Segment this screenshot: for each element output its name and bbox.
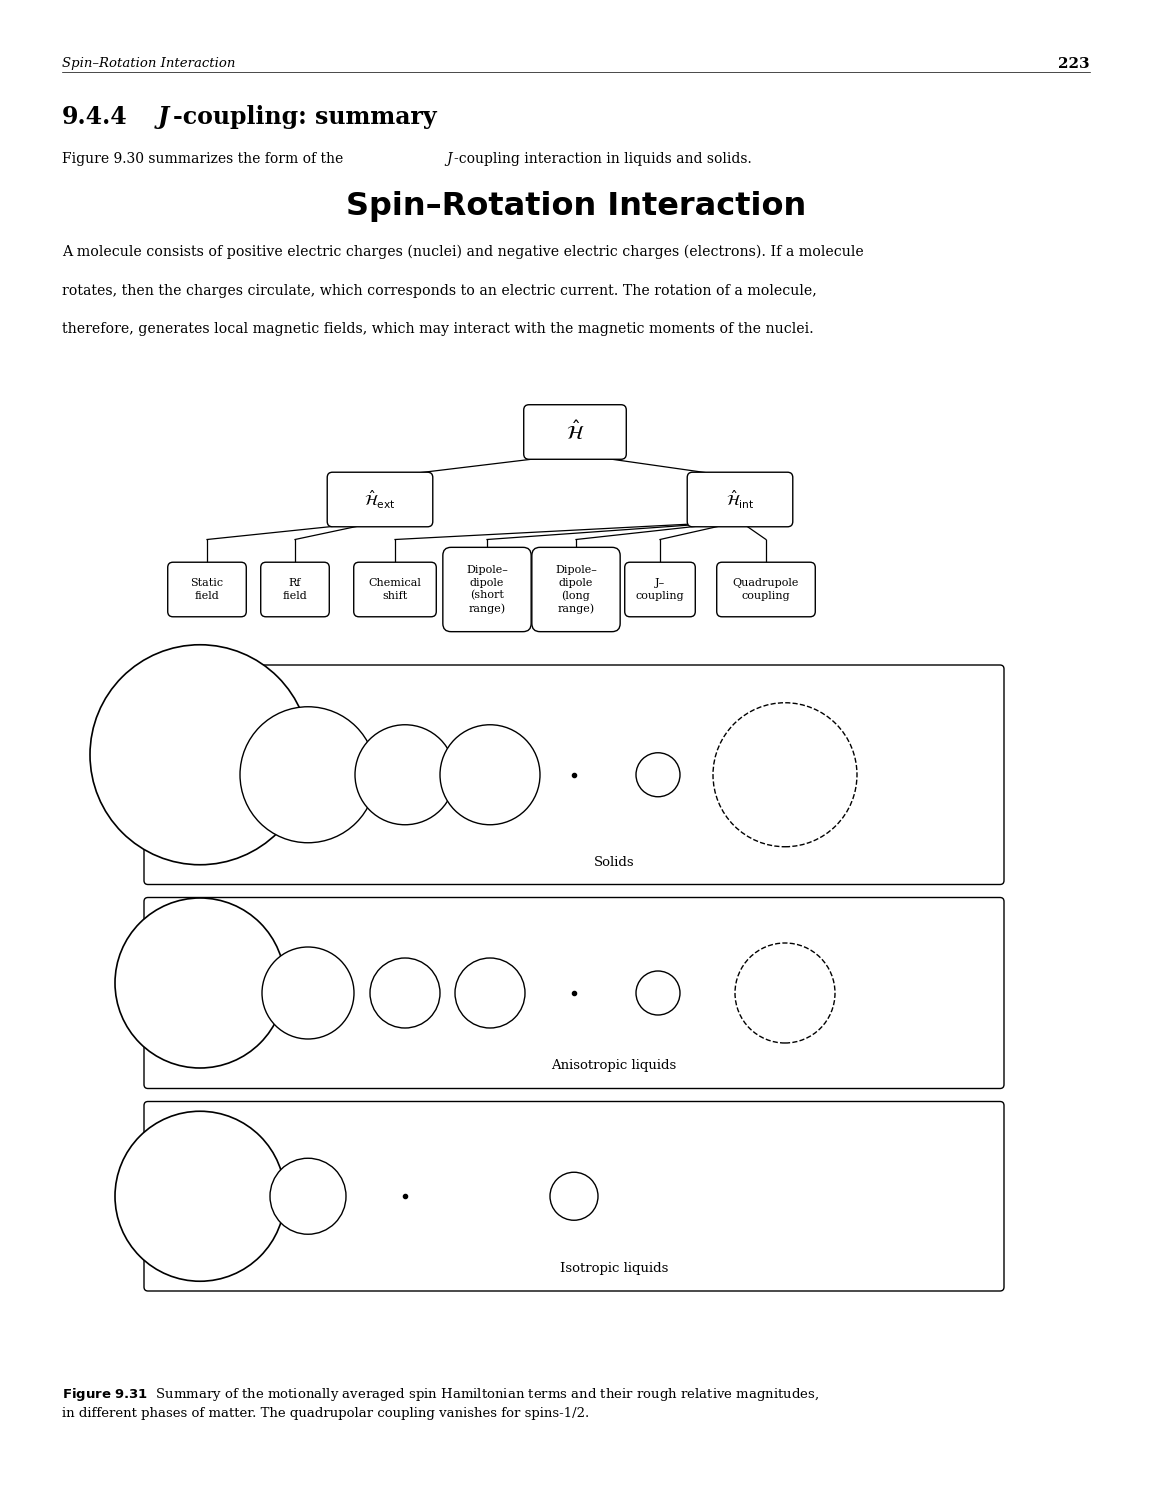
Ellipse shape	[713, 702, 857, 846]
FancyBboxPatch shape	[260, 562, 329, 616]
Ellipse shape	[240, 706, 376, 843]
Text: Spin–Rotation Interaction: Spin–Rotation Interaction	[62, 57, 235, 70]
Ellipse shape	[115, 898, 285, 1068]
Text: J: J	[158, 105, 169, 129]
FancyBboxPatch shape	[524, 405, 627, 459]
Text: J–
coupling: J– coupling	[636, 579, 684, 600]
Ellipse shape	[90, 645, 310, 864]
Ellipse shape	[735, 944, 835, 1042]
Ellipse shape	[455, 958, 525, 1028]
FancyBboxPatch shape	[144, 664, 1005, 885]
FancyBboxPatch shape	[354, 562, 437, 616]
Text: $\mathbf{Figure\ 9.31}$  Summary of the motionally averaged spin Hamiltonian ter: $\mathbf{Figure\ 9.31}$ Summary of the m…	[62, 1386, 819, 1402]
Ellipse shape	[115, 1112, 285, 1281]
Text: 9.4.4: 9.4.4	[62, 105, 128, 129]
FancyBboxPatch shape	[688, 472, 793, 526]
Text: -coupling: summary: -coupling: summary	[173, 105, 437, 129]
FancyBboxPatch shape	[624, 562, 696, 616]
FancyBboxPatch shape	[144, 1101, 1005, 1292]
FancyBboxPatch shape	[327, 472, 433, 526]
Ellipse shape	[270, 1158, 346, 1234]
Text: Static
field: Static field	[190, 579, 223, 600]
Text: $\hat{\mathcal{H}}_{\mathrm{ext}}$: $\hat{\mathcal{H}}_{\mathrm{ext}}$	[364, 488, 396, 512]
Text: $\hat{\mathcal{H}}$: $\hat{\mathcal{H}}$	[566, 420, 584, 444]
FancyBboxPatch shape	[144, 897, 1005, 1089]
Text: Dipole–
dipole
(long
range): Dipole– dipole (long range)	[555, 566, 597, 614]
Text: Chemical
shift: Chemical shift	[369, 579, 422, 600]
Text: in different phases of matter. The quadrupolar coupling vanishes for spins-1/2.: in different phases of matter. The quadr…	[62, 1407, 590, 1420]
Text: Figure 9.30 summarizes the form of the: Figure 9.30 summarizes the form of the	[62, 152, 348, 165]
FancyBboxPatch shape	[717, 562, 816, 616]
Ellipse shape	[636, 970, 680, 1016]
Text: A molecule consists of positive electric charges (nuclei) and negative electric : A molecule consists of positive electric…	[62, 244, 864, 260]
Ellipse shape	[370, 958, 440, 1028]
Text: Spin–Rotation Interaction: Spin–Rotation Interaction	[346, 190, 806, 222]
FancyBboxPatch shape	[168, 562, 247, 616]
Ellipse shape	[550, 1173, 598, 1221]
Text: therefore, generates local magnetic fields, which may interact with the magnetic: therefore, generates local magnetic fiel…	[62, 322, 813, 336]
Ellipse shape	[262, 946, 354, 1040]
FancyBboxPatch shape	[532, 548, 620, 632]
Text: J: J	[446, 152, 452, 165]
Text: Quadrupole
coupling: Quadrupole coupling	[733, 579, 799, 600]
Text: -coupling interaction in liquids and solids.: -coupling interaction in liquids and sol…	[454, 152, 752, 165]
Ellipse shape	[440, 724, 540, 825]
Text: rotates, then the charges circulate, which corresponds to an electric current. T: rotates, then the charges circulate, whi…	[62, 284, 817, 297]
Text: Dipole–
dipole
(short
range): Dipole– dipole (short range)	[467, 566, 508, 614]
Text: Anisotropic liquids: Anisotropic liquids	[552, 1059, 676, 1072]
Ellipse shape	[355, 724, 455, 825]
Ellipse shape	[636, 753, 680, 796]
Text: 223: 223	[1059, 57, 1090, 70]
Text: Isotropic liquids: Isotropic liquids	[560, 1262, 668, 1275]
FancyBboxPatch shape	[442, 548, 531, 632]
Text: $\hat{\mathcal{H}}_{\mathrm{int}}$: $\hat{\mathcal{H}}_{\mathrm{int}}$	[726, 488, 755, 512]
Text: Solids: Solids	[593, 855, 635, 868]
Text: Rf
field: Rf field	[282, 579, 308, 600]
